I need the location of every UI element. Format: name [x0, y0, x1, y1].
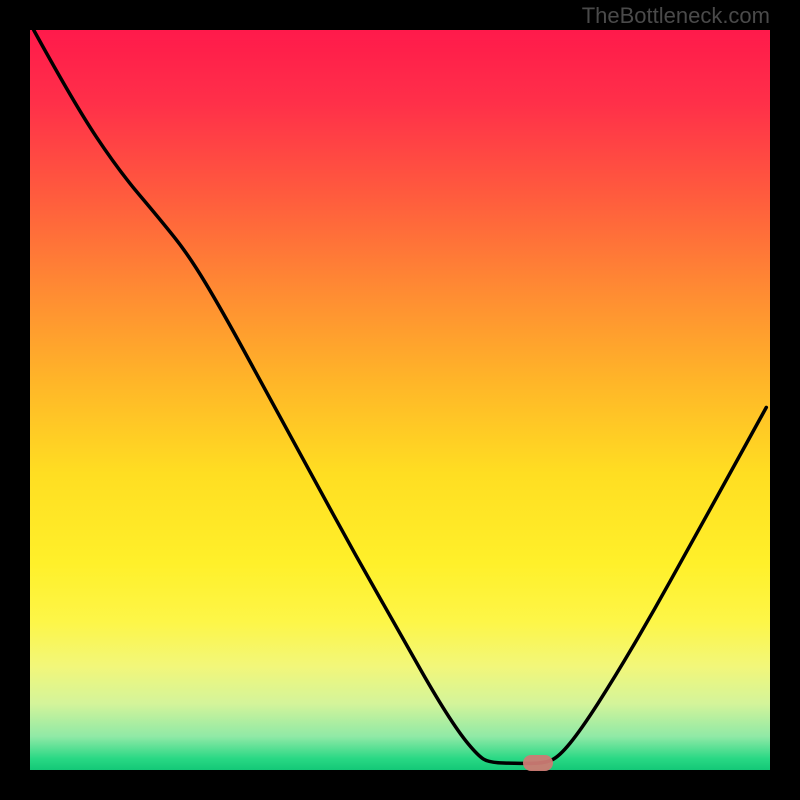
- watermark-text: TheBottleneck.com: [582, 3, 770, 29]
- bottleneck-curve: [30, 30, 770, 770]
- optimal-marker: [523, 755, 553, 771]
- plot-area: [30, 30, 770, 770]
